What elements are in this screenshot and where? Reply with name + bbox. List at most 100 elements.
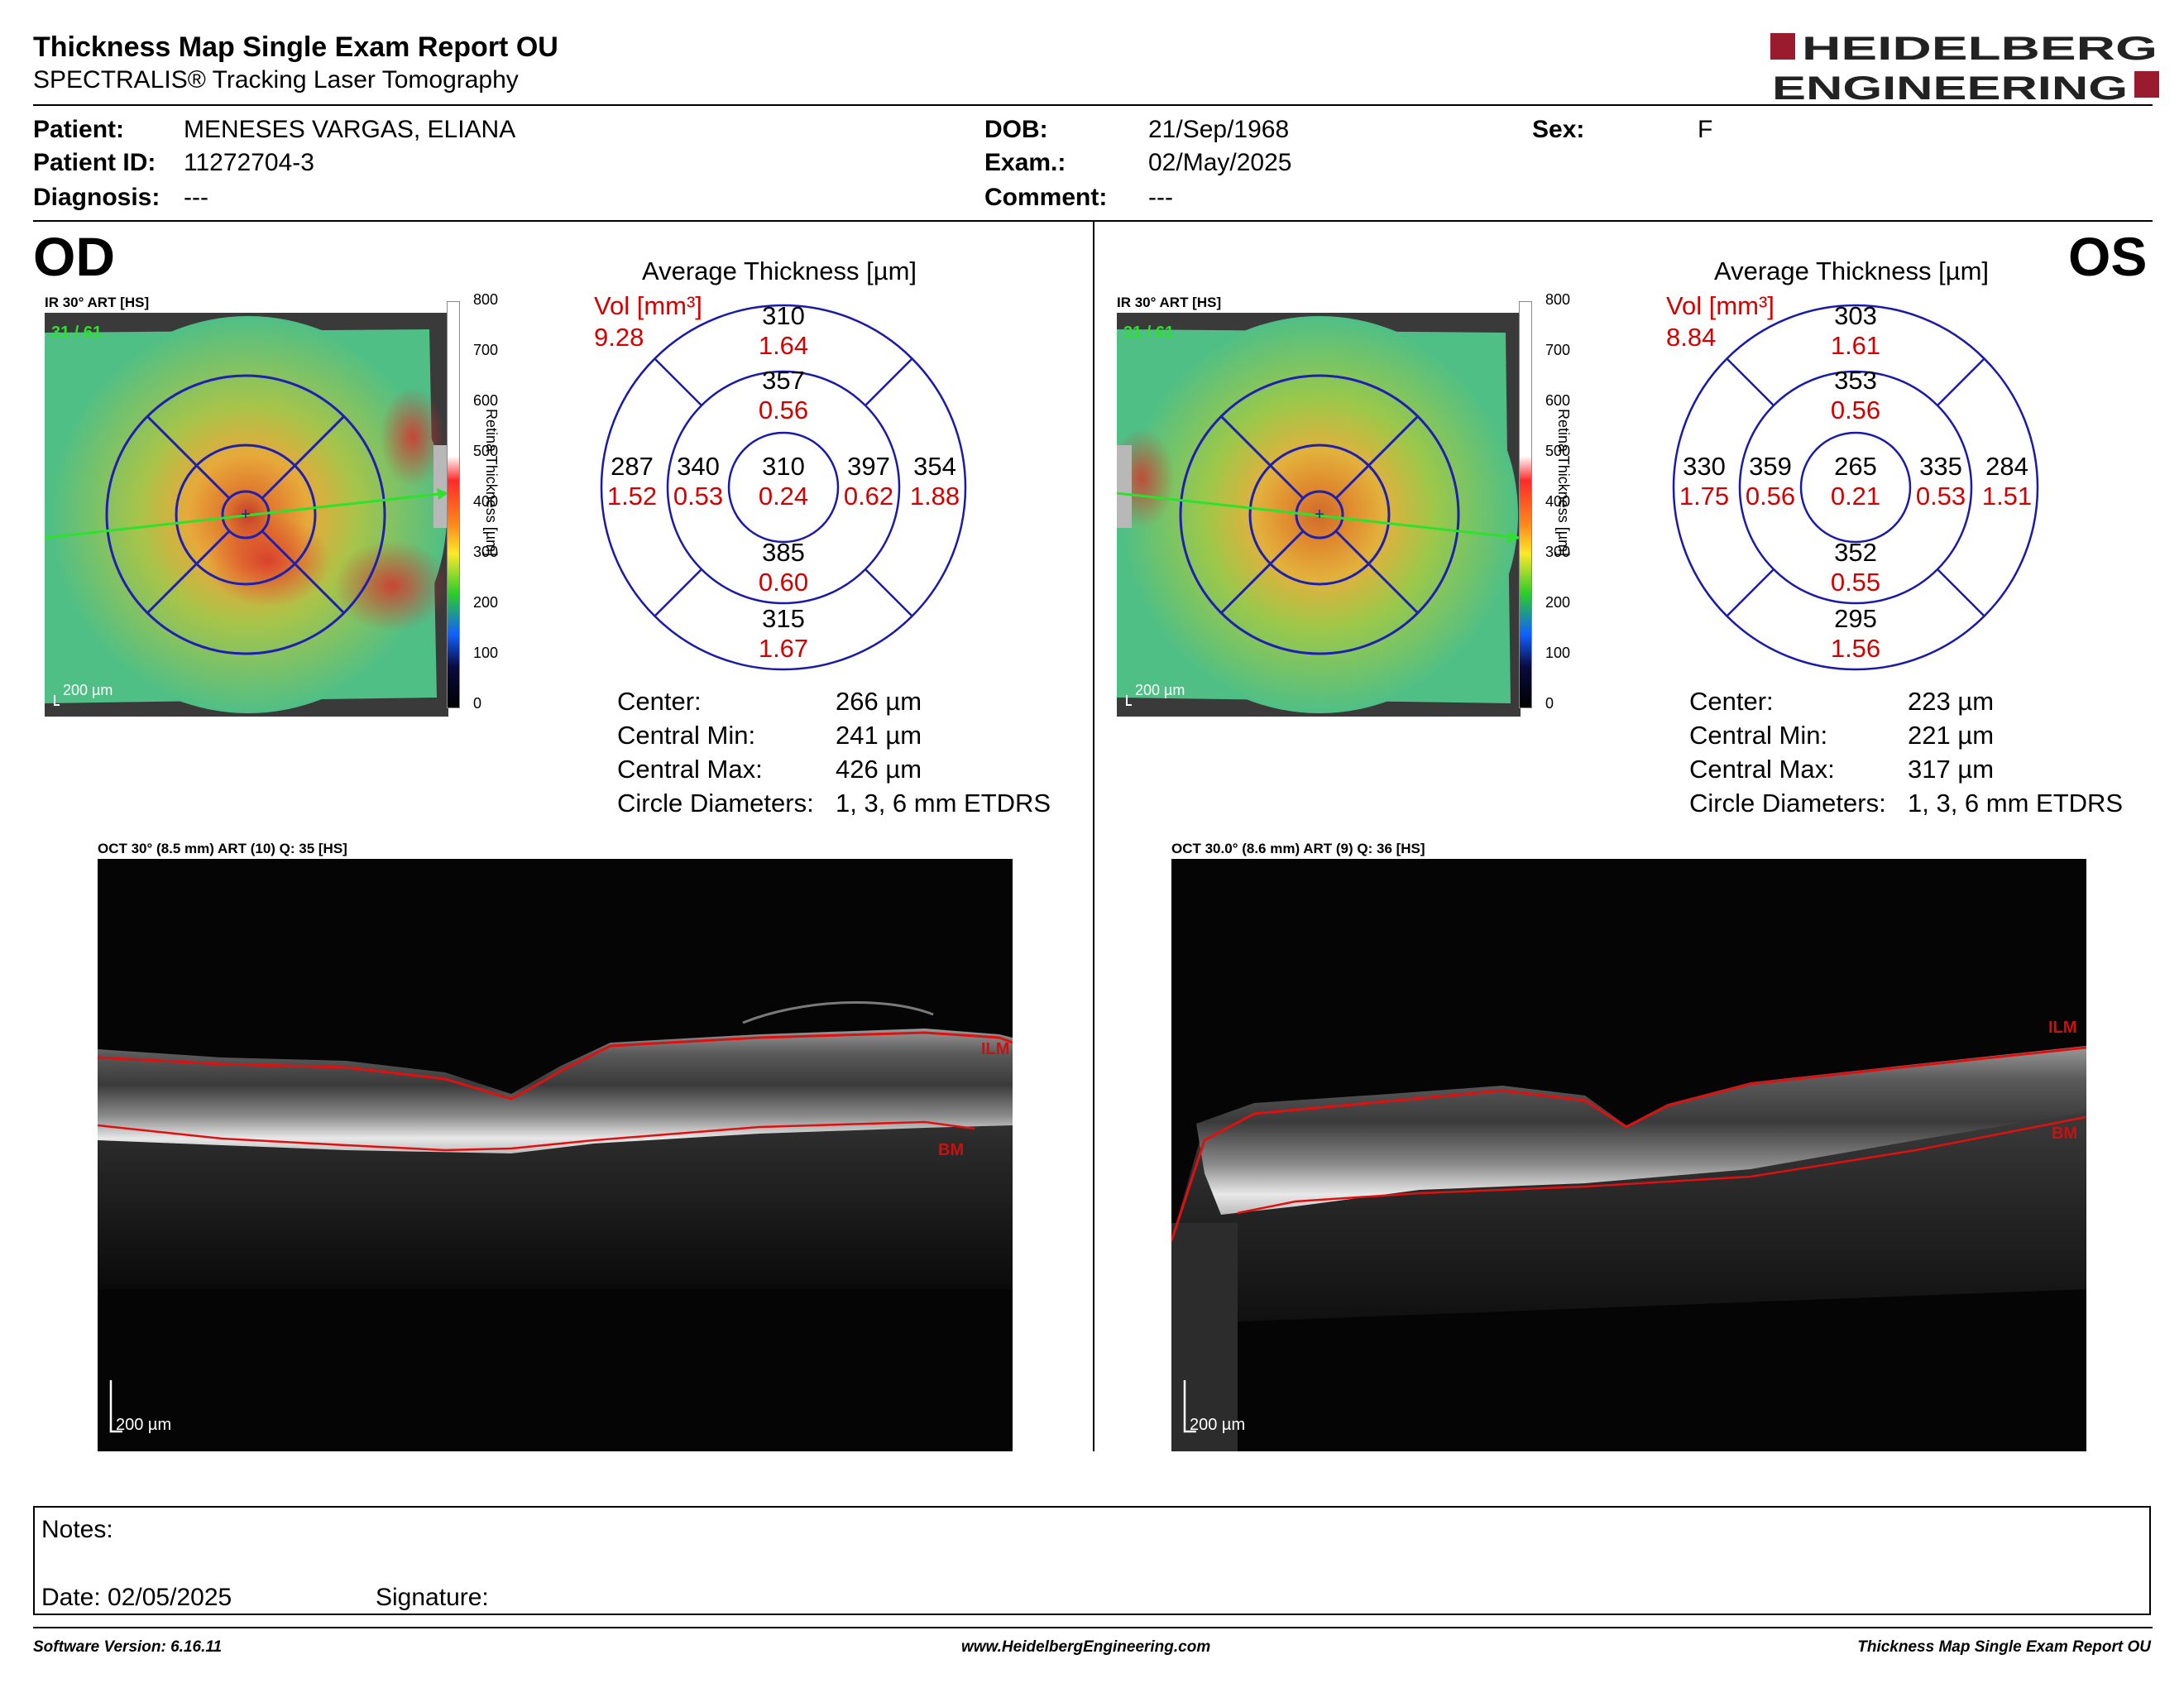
- colorbar-os: [1519, 301, 1532, 708]
- etdrs-inner-left-thickness: 359: [1749, 452, 1792, 481]
- colorbar-od: [447, 301, 460, 708]
- oct-scan-od: ILM BM 200 µm: [98, 859, 1013, 1451]
- oct-label-os: OCT 30.0° (8.6 mm) ART (9) Q: 36 [HS]: [1171, 841, 1425, 856]
- etdrs-outer-inf-volume: 1.67: [759, 634, 808, 663]
- vol-label-od: Vol [mm³]: [594, 291, 702, 320]
- central-max-value-od: 426 µm: [836, 755, 922, 784]
- colorbar-tick: 0: [1545, 695, 1554, 712]
- etdrs-inner-sup-volume: 0.56: [1831, 396, 1880, 424]
- central-max-label-os: Central Max:: [1689, 755, 1835, 784]
- svg-text:+: +: [1315, 506, 1324, 524]
- colorbar-tick: 200: [473, 594, 499, 611]
- oct-scan-os: ILM BM 200 µm: [1171, 859, 2086, 1451]
- etdrs-outer-right-volume: 1.51: [1982, 482, 2032, 511]
- etdrs-outer-left-volume: 1.75: [1679, 482, 1729, 511]
- central-min-value-os: 221 µm: [1908, 721, 1995, 750]
- oct-bm-label-od: BM: [938, 1141, 964, 1159]
- etdrs-inner-left-volume: 0.56: [1746, 482, 1795, 511]
- etdrs-outer-left-thickness: 287: [611, 452, 654, 481]
- colorbar-title-os: Retina Thickness [µm]: [1555, 409, 1572, 557]
- colorbar-tick: 400: [1545, 493, 1571, 510]
- dob-value: 21/Sep/1968: [1148, 116, 1290, 143]
- central-min-value-od: 241 µm: [836, 721, 922, 750]
- heidelberg-logo: HEIDELBERG ENGINEERING: [1770, 31, 2159, 104]
- vol-label-os: Vol [mm³]: [1666, 291, 1774, 320]
- etdrs-center-volume: 0.21: [1831, 482, 1880, 511]
- center-value-od: 266 µm: [836, 687, 922, 716]
- etdrs-inner-right-volume: 0.62: [844, 482, 893, 511]
- svg-text:+: +: [241, 506, 251, 524]
- eye-divider: [1093, 222, 1094, 1451]
- etdrs-outer-right-volume: 1.88: [910, 482, 960, 511]
- colorbar-tick: 500: [1545, 443, 1571, 459]
- etdrs-outer-inf-thickness: 295: [1834, 604, 1877, 633]
- patient-label: Patient:: [33, 116, 125, 143]
- circle-diameters-label-os: Circle Diameters:: [1689, 789, 1886, 818]
- header-divider: [33, 104, 2153, 106]
- etdrs-center-thickness: 265: [1834, 452, 1877, 481]
- etdrs-inner-inf-thickness: 352: [1834, 538, 1877, 567]
- etdrs-grid-os: 303 1.61 353 0.56 265 0.21 352 0.55 295 …: [1672, 301, 2039, 671]
- etdrs-inner-sup-volume: 0.56: [759, 396, 808, 424]
- footer-divider: [33, 1627, 2153, 1628]
- colorbar-title-od: Retina Thickness [µm]: [483, 409, 500, 557]
- colorbar-tick: 700: [1545, 342, 1571, 358]
- website-link[interactable]: www.HeidelbergEngineering.com: [961, 1638, 1211, 1656]
- vol-total-os: 8.84: [1666, 323, 1717, 352]
- center-value-os: 223 µm: [1908, 687, 1995, 716]
- date-label: Date: 02/05/2025: [41, 1584, 232, 1611]
- oct-bm-label-os: BM: [2052, 1125, 2077, 1143]
- patient-divider: [33, 220, 2153, 222]
- signature-label: Signature:: [376, 1584, 489, 1611]
- notes-box[interactable]: Notes: Date: 02/05/2025 Signature:: [33, 1506, 2151, 1615]
- eye-label-od: OD: [33, 226, 115, 287]
- circle-diameters-value-os: 1, 3, 6 mm ETDRS: [1908, 789, 2124, 818]
- center-label-od: Center:: [617, 687, 702, 716]
- ir-label-od: IR 30° ART [HS]: [45, 295, 150, 310]
- notes-label: Notes:: [41, 1516, 113, 1543]
- colorbar-tick: 0: [473, 695, 482, 712]
- map-scale-os: 200 µm: [1135, 682, 1185, 698]
- etdrs-inner-sup-thickness: 353: [1834, 366, 1877, 395]
- logo-line2: ENGINEERING: [1772, 70, 2128, 104]
- patient-name: MENESES VARGAS, ELIANA: [184, 116, 516, 143]
- etdrs-inner-inf-thickness: 385: [762, 538, 805, 567]
- etdrs-outer-inf-volume: 1.56: [1831, 634, 1880, 663]
- central-max-value-os: 317 µm: [1908, 755, 1995, 784]
- central-max-label-od: Central Max:: [617, 755, 763, 784]
- etdrs-outer-left-volume: 1.52: [607, 482, 657, 511]
- patient-id: 11272704-3: [184, 149, 314, 176]
- comment-label: Comment:: [984, 184, 1108, 211]
- report-subtitle: SPECTRALIS® Tracking Laser Tomography: [33, 66, 519, 94]
- colorbar-tick: 700: [473, 342, 499, 358]
- colorbar-tick: 600: [473, 392, 499, 409]
- etdrs-inner-left-volume: 0.53: [673, 482, 723, 511]
- colorbar-tick: 800: [1545, 291, 1571, 308]
- patient-id-label: Patient ID:: [33, 149, 156, 176]
- etdrs-inner-left-thickness: 340: [677, 452, 720, 481]
- etdrs-inner-right-volume: 0.53: [1916, 482, 1966, 511]
- dob-label: DOB:: [984, 116, 1048, 143]
- etdrs-inner-inf-volume: 0.55: [1831, 568, 1880, 597]
- colorbar-tick: 400: [473, 493, 499, 510]
- thickness-map-od: + 31 / 61 200 µm: [45, 313, 448, 717]
- colorbar-tick: 500: [473, 443, 499, 459]
- etdrs-center-volume: 0.24: [759, 482, 808, 511]
- etdrs-inner-right-thickness: 397: [847, 452, 890, 481]
- oct-scale-os: 200 µm: [1190, 1416, 1245, 1434]
- avg-thickness-title-os: Average Thickness [µm]: [1714, 257, 1990, 285]
- diagnosis-value: ---: [184, 184, 208, 211]
- circle-diameters-label-od: Circle Diameters:: [617, 789, 814, 818]
- oct-scale-od: 200 µm: [116, 1416, 171, 1434]
- footer-report-name: Thickness Map Single Exam Report OU: [1857, 1638, 2151, 1656]
- central-min-label-od: Central Min:: [617, 721, 756, 750]
- colorbar-tick: 200: [1545, 594, 1571, 611]
- oct-ilm-label-od: ILM: [981, 1040, 1009, 1058]
- oct-ilm-label-os: ILM: [2048, 1019, 2076, 1037]
- colorbar-tick: 800: [473, 291, 499, 308]
- etdrs-outer-inf-thickness: 315: [762, 604, 805, 633]
- center-label-os: Center:: [1689, 687, 1774, 716]
- etdrs-outer-sup-thickness: 310: [762, 301, 805, 330]
- circle-diameters-value-od: 1, 3, 6 mm ETDRS: [836, 789, 1051, 818]
- etdrs-grid-od: 310 1.64 357 0.56 310 0.24 385 0.60 315 …: [600, 301, 967, 671]
